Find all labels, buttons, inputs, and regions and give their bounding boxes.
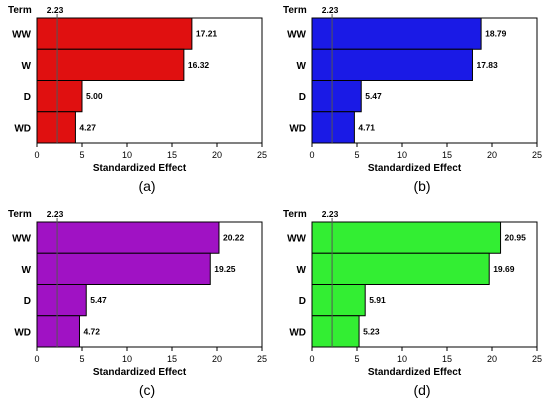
category-label: D [299, 92, 306, 103]
chart-caption: (b) [413, 178, 431, 194]
value-label: 4.71 [358, 122, 375, 132]
bar [311, 252, 490, 285]
value-label: 19.25 [214, 264, 236, 274]
x-tick-label: 25 [532, 150, 542, 160]
chart-caption: (d) [413, 382, 431, 398]
bar [311, 284, 366, 317]
value-label: 17.21 [196, 29, 218, 39]
category-label: WW [12, 234, 31, 245]
x-tick-label: 25 [257, 354, 267, 364]
category-label: W [22, 265, 32, 276]
bar [36, 80, 83, 113]
category-label: WD [289, 327, 306, 338]
category-label: WW [12, 30, 31, 41]
x-tick-label: 25 [257, 150, 267, 160]
value-label: 5.91 [369, 295, 386, 305]
category-label: WW [287, 234, 306, 245]
category-label: WW [287, 30, 306, 41]
category-label: W [22, 61, 32, 72]
bar [311, 80, 362, 113]
chart-panel-d: WW 20.95 W 19.69 D 5.91 WD 5.23 2.23 Term 0 5 10 15 20… [275, 204, 550, 408]
x-tick-label: 5 [354, 150, 359, 160]
bar [311, 111, 355, 144]
bar [311, 221, 502, 254]
value-label: 5.00 [86, 91, 103, 101]
bar [311, 315, 360, 348]
chart-panel-c: WW 20.22 W 19.25 D 5.47 WD 4.72 2.23 Term 0 5 10 15 20… [0, 204, 275, 408]
bar [36, 17, 193, 50]
x-tick-label: 20 [487, 150, 497, 160]
x-tick-label: 10 [397, 150, 407, 160]
y-axis-title: Term [8, 5, 32, 16]
x-tick-label: 15 [167, 354, 177, 364]
x-tick-label: 20 [487, 354, 497, 364]
x-tick-label: 20 [212, 354, 222, 364]
x-tick-label: 10 [122, 150, 132, 160]
x-axis-title: Standardized Effect [368, 367, 462, 378]
x-axis-title: Standardized Effect [93, 163, 187, 174]
x-tick-label: 10 [397, 354, 407, 364]
chart-caption: (a) [138, 178, 156, 194]
bar [36, 111, 76, 144]
chart-svg: WW 20.22 W 19.25 D 5.47 WD 4.72 2.23 Term 0 5 10 15 20… [8, 209, 267, 378]
chart-panel-a: WW 17.21 W 16.32 D 5.00 WD 4.27 2.23 Term 0 5 10 15 20… [0, 0, 275, 204]
x-tick-label: 20 [212, 150, 222, 160]
value-label: 5.47 [365, 91, 382, 101]
value-label: 18.79 [485, 29, 507, 39]
x-axis-title: Standardized Effect [368, 163, 462, 174]
y-axis-title: Term [8, 209, 32, 220]
chart-svg: WW 17.21 W 16.32 D 5.00 WD 4.27 2.23 Term 0 5 10 15 20… [8, 5, 267, 174]
x-tick-label: 15 [442, 354, 452, 364]
category-label: WD [14, 123, 31, 134]
x-tick-label: 0 [309, 150, 314, 160]
value-label: 5.47 [90, 295, 107, 305]
category-label: D [24, 92, 31, 103]
reference-line-label: 2.23 [47, 209, 64, 219]
chart-svg: WW 20.95 W 19.69 D 5.91 WD 5.23 2.23 Term 0 5 10 15 20… [283, 209, 542, 378]
bar [311, 17, 482, 50]
value-label: 19.69 [493, 264, 515, 274]
category-label: WD [14, 327, 31, 338]
x-tick-label: 25 [532, 354, 542, 364]
chart-svg: WW 18.79 W 17.83 D 5.47 WD 4.71 2.23 Term 0 5 10 15 20… [283, 5, 542, 174]
value-label: 20.95 [505, 233, 527, 243]
y-axis-title: Term [283, 5, 307, 16]
bar [36, 221, 220, 254]
bar [36, 48, 185, 81]
x-tick-label: 0 [34, 150, 39, 160]
reference-line-label: 2.23 [322, 209, 339, 219]
value-label: 4.72 [83, 326, 100, 336]
x-axis-title: Standardized Effect [93, 367, 187, 378]
value-label: 20.22 [223, 233, 245, 243]
chart-caption: (c) [138, 382, 156, 398]
chart-panel-b: WW 18.79 W 17.83 D 5.47 WD 4.71 2.23 Term 0 5 10 15 20… [275, 0, 550, 204]
value-label: 5.23 [363, 326, 380, 336]
category-label: D [24, 296, 31, 307]
category-label: WD [289, 123, 306, 134]
bar [36, 284, 87, 317]
bar [311, 48, 473, 81]
category-label: W [297, 61, 307, 72]
bar [36, 315, 80, 348]
reference-line-label: 2.23 [47, 5, 64, 15]
value-label: 17.83 [476, 60, 498, 70]
x-tick-label: 10 [122, 354, 132, 364]
value-label: 4.27 [79, 122, 96, 132]
category-label: D [299, 296, 306, 307]
x-tick-label: 0 [34, 354, 39, 364]
reference-line-label: 2.23 [322, 5, 339, 15]
x-tick-label: 15 [167, 150, 177, 160]
value-label: 16.32 [188, 60, 210, 70]
x-tick-label: 5 [79, 150, 84, 160]
x-tick-label: 5 [354, 354, 359, 364]
x-tick-label: 0 [309, 354, 314, 364]
y-axis-title: Term [283, 209, 307, 220]
x-tick-label: 5 [79, 354, 84, 364]
x-tick-label: 15 [442, 150, 452, 160]
category-label: W [297, 265, 307, 276]
bar [36, 252, 211, 285]
